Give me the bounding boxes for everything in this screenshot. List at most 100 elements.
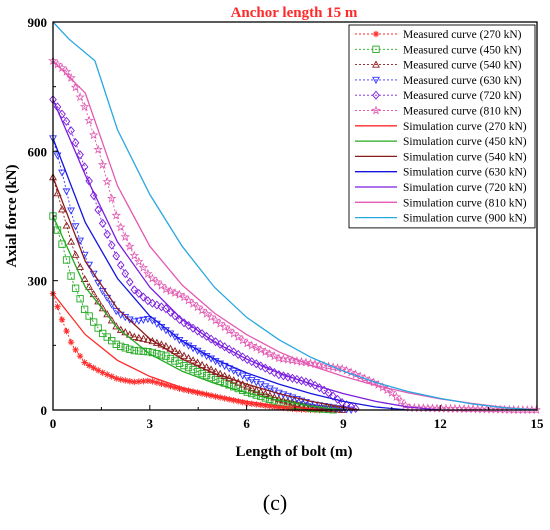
legend-label: Simulation curve (540 kN) <box>403 151 527 163</box>
data-marker <box>180 361 188 370</box>
data-marker <box>121 344 129 352</box>
data-marker <box>183 295 194 305</box>
x-tick-label: 15 <box>531 416 545 431</box>
data-marker <box>153 300 161 310</box>
data-marker <box>323 361 334 371</box>
data-marker <box>342 400 351 410</box>
data-marker <box>216 369 225 377</box>
data-marker <box>130 318 139 326</box>
panel-label: (c) <box>262 490 288 515</box>
x-tick-label: 12 <box>434 416 447 431</box>
data-marker <box>71 138 80 148</box>
data-marker <box>171 346 179 355</box>
data-marker <box>89 190 98 201</box>
data-marker <box>188 298 198 308</box>
data-marker <box>144 377 152 385</box>
data-marker <box>112 251 121 261</box>
data-marker <box>324 388 333 398</box>
data-marker <box>79 101 90 111</box>
data-marker <box>112 322 121 330</box>
data-marker <box>162 352 170 360</box>
data-marker <box>111 210 121 220</box>
series-line <box>52 293 328 411</box>
series-line <box>52 99 441 411</box>
data-marker <box>314 359 325 369</box>
data-marker <box>85 312 93 320</box>
data-marker <box>134 333 143 341</box>
data-marker <box>351 403 360 413</box>
data-marker <box>121 269 130 279</box>
legend-label: Simulation curve (810 kN) <box>403 197 527 209</box>
data-marker <box>184 320 193 331</box>
data-marker <box>139 316 148 324</box>
data-marker <box>161 284 171 294</box>
data-marker <box>166 307 175 317</box>
data-marker <box>292 356 302 366</box>
data-marker <box>255 344 266 354</box>
data-marker <box>201 308 212 318</box>
data-marker <box>58 205 66 213</box>
x-tick-label: 3 <box>147 416 154 431</box>
data-marker <box>117 376 124 383</box>
data-marker <box>260 346 271 356</box>
series-simulation-12 <box>52 21 538 411</box>
legend-item: Measured curve (450 kN) <box>355 44 522 56</box>
y-tick-label: 600 <box>28 144 48 159</box>
data-marker <box>80 305 89 313</box>
data-marker <box>198 369 206 378</box>
legend-label: Measured curve (810 kN) <box>403 106 522 118</box>
data-marker <box>67 338 75 346</box>
data-marker <box>67 237 76 245</box>
data-marker <box>219 322 230 332</box>
data-marker <box>62 188 71 196</box>
legend-marker <box>372 45 380 53</box>
data-marker <box>386 387 397 397</box>
data-marker <box>62 256 71 264</box>
data-marker <box>94 324 102 332</box>
legend-label: Measured curve (540 kN) <box>403 60 522 72</box>
series-simulation-9 <box>52 138 408 411</box>
data-marker <box>252 386 261 394</box>
data-marker <box>134 317 143 325</box>
data-marker <box>221 395 228 402</box>
data-marker <box>58 109 66 119</box>
y-axis-label: Axial force (kN) <box>4 164 20 267</box>
data-marker <box>170 287 180 297</box>
data-marker <box>76 150 84 160</box>
data-marker <box>220 342 229 352</box>
data-marker <box>153 350 161 358</box>
data-marker <box>242 338 252 348</box>
data-marker <box>274 353 284 363</box>
data-marker <box>84 115 94 125</box>
data-marker <box>124 241 135 251</box>
data-marker <box>139 334 148 342</box>
data-marker <box>54 303 61 310</box>
legend-item: Simulation curve (810 kN) <box>355 197 527 209</box>
legend-item: Measured curve (720 kN) <box>355 90 522 102</box>
data-marker <box>247 340 257 350</box>
data-marker <box>211 375 220 384</box>
legend-item: Simulation curve (720 kN) <box>355 182 527 194</box>
data-marker <box>207 373 215 382</box>
chart: Anchor length 15 m 0 3 6 9 12 15 0 300 600 900 Le… <box>4 5 545 460</box>
data-marker <box>61 66 72 76</box>
x-tick-label: 0 <box>50 416 57 431</box>
data-marker <box>130 346 138 355</box>
series-line <box>52 176 360 411</box>
legend-marker <box>372 30 380 38</box>
legend-item: Simulation curve (270 kN) <box>355 121 527 133</box>
data-marker <box>138 262 149 272</box>
data-marker <box>228 328 239 338</box>
data-marker <box>76 352 84 360</box>
legend-item: Measured curve (810 kN) <box>355 106 522 118</box>
data-marker <box>230 383 238 391</box>
data-marker <box>116 260 125 270</box>
legend-label: Measured curve (630 kN) <box>403 75 522 87</box>
data-marker <box>130 332 139 340</box>
data-marker <box>108 373 115 380</box>
data-marker <box>301 357 311 367</box>
data-marker <box>72 346 79 354</box>
data-marker <box>98 288 107 296</box>
data-marker <box>107 240 116 250</box>
data-marker <box>130 285 139 295</box>
